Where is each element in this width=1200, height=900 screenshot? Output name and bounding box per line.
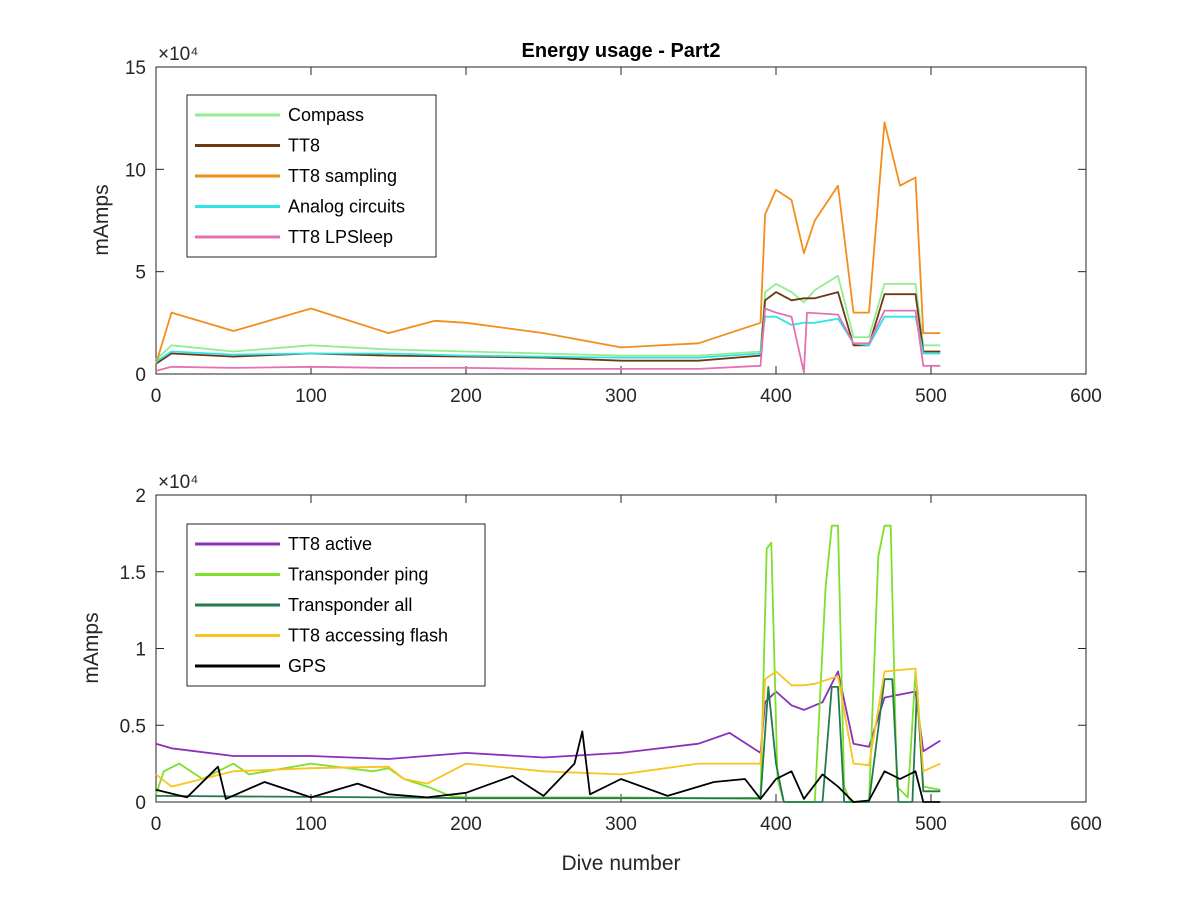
bottom-legend-label-2: Transponder all (288, 595, 412, 615)
top-y-exponent-label: ×10⁴ (158, 44, 198, 65)
top-y-tick-label: 0 (135, 365, 146, 386)
bottom-series-line-3 (155, 667, 941, 788)
top-y-axis-label: mAmps (90, 184, 113, 255)
top-legend: Compass TT8 TT8 sampling Analog circuits TT8… (186, 94, 437, 258)
top-legend-label-3: Analog circuits (288, 197, 405, 217)
bottom-y-exponent-label: ×10⁴ (158, 472, 198, 493)
bottom-x-tick-label: 500 (915, 814, 947, 835)
top-legend-label-1: TT8 (288, 136, 320, 156)
bottom-x-tick-label: 300 (605, 814, 637, 835)
top-y-tick-label: 15 (125, 58, 146, 79)
bottom-legend: TT8 active Transponder ping Transponder al… (186, 523, 486, 687)
top-x-tick-label: 600 (1070, 386, 1102, 407)
bottom-plot-panel: mAmps ×10⁴ Dive number 0 100 200 300 400 500 6… (80, 472, 1102, 875)
top-legend-label-4: TT8 LPSleep (288, 227, 393, 247)
top-series-line-3 (155, 315, 941, 363)
top-x-tick-label: 200 (450, 386, 482, 407)
top-legend-label-0: Compass (288, 105, 364, 125)
bottom-x-tick-label: 0 (151, 814, 162, 835)
top-x-tick-label: 0 (151, 386, 162, 407)
top-x-tick-label: 300 (605, 386, 637, 407)
bottom-legend-label-4: GPS (288, 656, 326, 676)
bottom-y-axis-label: mAmps (80, 612, 103, 683)
bottom-y-tick-label: 0 (135, 793, 146, 814)
top-y-tick-label: 10 (125, 160, 146, 181)
top-plot-panel: Energy usage - Part2 mAmps ×10⁴ 0 100 200 3… (90, 40, 1102, 407)
x-axis-label: Dive number (561, 852, 680, 875)
bottom-x-tick-label: 200 (450, 814, 482, 835)
top-series-line-4 (155, 307, 941, 374)
bottom-y-tick-label: 2 (135, 486, 146, 507)
top-legend-label-2: TT8 sampling (288, 166, 397, 186)
bottom-series-line-2 (155, 678, 941, 803)
bottom-legend-label-1: Transponder ping (288, 565, 428, 585)
bottom-x-tick-label: 600 (1070, 814, 1102, 835)
bottom-y-tick-label: 1 (135, 640, 146, 661)
bottom-x-tick-label: 100 (295, 814, 327, 835)
top-series-line-1 (155, 291, 941, 365)
top-x-tick-label: 100 (295, 386, 327, 407)
top-x-tick-label: 500 (915, 386, 947, 407)
bottom-legend-label-3: TT8 accessing flash (288, 626, 448, 646)
bottom-y-tick-label: 0.5 (120, 716, 146, 737)
bottom-y-tick-label: 1.5 (120, 563, 146, 584)
top-x-tick-label: 400 (760, 386, 792, 407)
top-series-line-2 (155, 121, 941, 365)
top-y-tick-label: 5 (135, 263, 146, 284)
bottom-series-line-4 (155, 730, 941, 803)
chart-title: Energy usage - Part2 (522, 40, 721, 62)
bottom-x-tick-label: 400 (760, 814, 792, 835)
bottom-legend-label-0: TT8 active (288, 534, 372, 554)
top-series-line-0 (155, 274, 941, 361)
